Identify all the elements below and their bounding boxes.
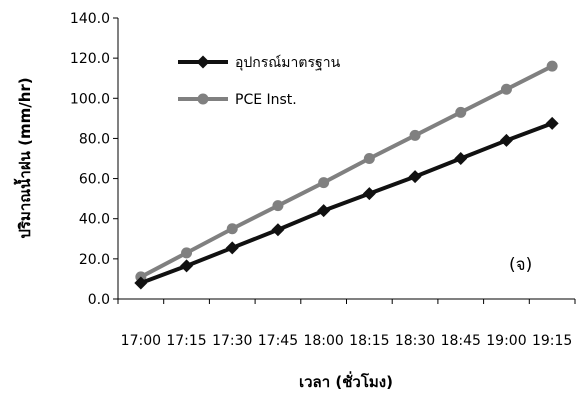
panel-label: (จ) (509, 255, 532, 275)
x-tick-label: 17:15 (166, 333, 206, 349)
data-point (545, 116, 559, 130)
series-pce-inst (135, 60, 558, 283)
y-tick-label: 60.0 (79, 172, 110, 188)
x-tick-label: 18:45 (441, 333, 481, 349)
data-point (134, 276, 148, 290)
y-tick-label: 0.0 (88, 292, 110, 308)
legend-marker (196, 55, 210, 69)
data-point (180, 259, 194, 273)
data-point (546, 60, 558, 72)
legend-label: PCE Inst. (235, 92, 297, 108)
x-axis-title: เวลา (ชั่วโมง) (299, 371, 393, 391)
series-line (140, 121, 553, 285)
data-point (181, 247, 193, 259)
x-tick-label: 18:30 (395, 333, 435, 349)
legend: อุปกรณ์มาตรฐาน PCE Inst. (178, 54, 341, 108)
y-tick-label: 120.0 (70, 51, 110, 67)
legend-item: อุปกรณ์มาตรฐาน (178, 54, 341, 71)
x-tick-label: 17:00 (121, 333, 161, 349)
y-tick-label: 100.0 (70, 91, 110, 107)
x-tick-label: 19:15 (532, 333, 572, 349)
x-tick-label: 17:45 (258, 333, 298, 349)
data-point (499, 133, 513, 147)
data-point (362, 187, 376, 201)
data-point (226, 223, 238, 235)
y-tick-group: 0.0 20.0 40.0 60.0 80.0 100.0 120.0 140.0 (70, 11, 118, 308)
x-tick-label: 18:15 (349, 333, 389, 349)
y-axis-title: ปริมาณน้ำฝน (mm/hr) (13, 77, 34, 238)
data-point (317, 204, 331, 218)
data-point (454, 152, 468, 165)
data-point (455, 106, 467, 118)
data-point (225, 241, 239, 255)
legend-item: PCE Inst. (178, 92, 297, 108)
series-group (134, 60, 559, 290)
y-tick-label: 80.0 (79, 131, 110, 147)
data-point (318, 177, 330, 189)
x-tick-label: 17:30 (212, 333, 252, 349)
data-point (500, 83, 512, 95)
data-point (271, 223, 285, 237)
data-point (272, 200, 284, 212)
data-point (363, 153, 375, 164)
series-line (139, 64, 554, 279)
x-tick-label: 18:00 (303, 333, 343, 349)
x-tick-group: 17:00 17:15 17:30 17:45 18:00 18:15 18:30 18:45… (117, 299, 576, 349)
y-tick-label: 40.0 (79, 212, 110, 228)
legend-marker (197, 93, 209, 105)
x-tick-label: 19:00 (486, 333, 526, 349)
data-point (409, 129, 421, 141)
legend-label: อุปกรณ์มาตรฐาน (235, 54, 341, 71)
data-point (408, 170, 422, 184)
series-standard-instrument (134, 116, 559, 290)
y-tick-label: 20.0 (79, 252, 110, 268)
y-tick-label: 140.0 (70, 11, 110, 27)
